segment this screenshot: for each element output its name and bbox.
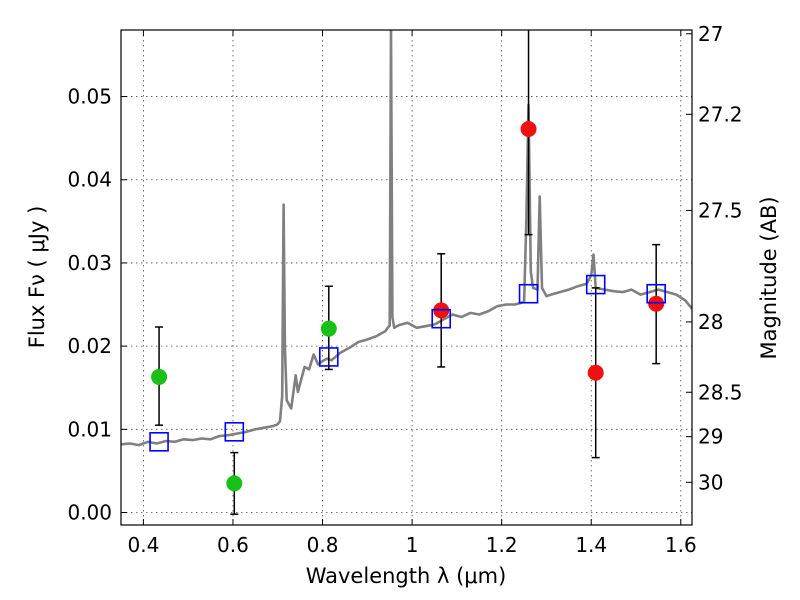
x-tick-label: 0.4 — [127, 533, 159, 557]
x-axis-label: Wavelength λ (μm) — [306, 564, 507, 588]
x-tick-label: 1.6 — [665, 533, 697, 557]
y2-axis-label: Magnitude (AB) — [757, 196, 781, 359]
x-tick-label: 0.8 — [307, 533, 339, 557]
y-tick-label: 0.03 — [67, 251, 112, 275]
y-tick-label: 0.00 — [67, 501, 112, 525]
y-tick-label: 0.05 — [67, 85, 112, 109]
mag-tick-label: 27 — [698, 22, 723, 46]
y-tick-label: 0.01 — [67, 417, 112, 441]
model-square-point — [318, 347, 339, 367]
plot-area — [121, 30, 692, 515]
model-square-point — [518, 283, 539, 304]
y-tick-label: 0.04 — [67, 168, 112, 192]
mag-tick-label: 27.5 — [698, 198, 743, 222]
plot-frame — [120, 29, 693, 526]
axis-ticks: 0.4 0.6 0.8 1 1.2 1.4 1.6 0.00 0.01 0.02 0.03 0.04 0… — [67, 22, 742, 557]
mag-tick-label: 30 — [698, 470, 723, 494]
mag-tick-label: 28 — [698, 310, 723, 334]
x-tick-label: 0.6 — [217, 533, 249, 557]
mag-tick-label: 27.2 — [698, 102, 743, 126]
model-square-point — [224, 422, 245, 442]
model-square-point — [646, 283, 666, 304]
y-tick-label: 0.02 — [67, 334, 112, 358]
green-data-point — [151, 368, 168, 385]
red-data-point — [648, 295, 665, 312]
x-tick-label: 1.2 — [486, 533, 518, 557]
green-data-point — [226, 475, 243, 492]
red-data-point — [520, 121, 537, 137]
red-data-point — [587, 364, 604, 381]
model-square-point — [149, 432, 169, 452]
x-tick-label: 1 — [406, 533, 419, 557]
mag-tick-label: 29 — [698, 425, 723, 449]
spectrum-line — [121, 30, 692, 447]
grid-lines — [121, 30, 692, 525]
model-square-point — [431, 308, 452, 329]
mag-tick-label: 28.5 — [698, 380, 743, 404]
green-data-point — [320, 320, 337, 337]
model-square-point — [585, 274, 606, 295]
y-axis-label: Flux Fν ( μJy ) — [25, 206, 49, 349]
x-tick-label: 1.4 — [575, 533, 607, 557]
